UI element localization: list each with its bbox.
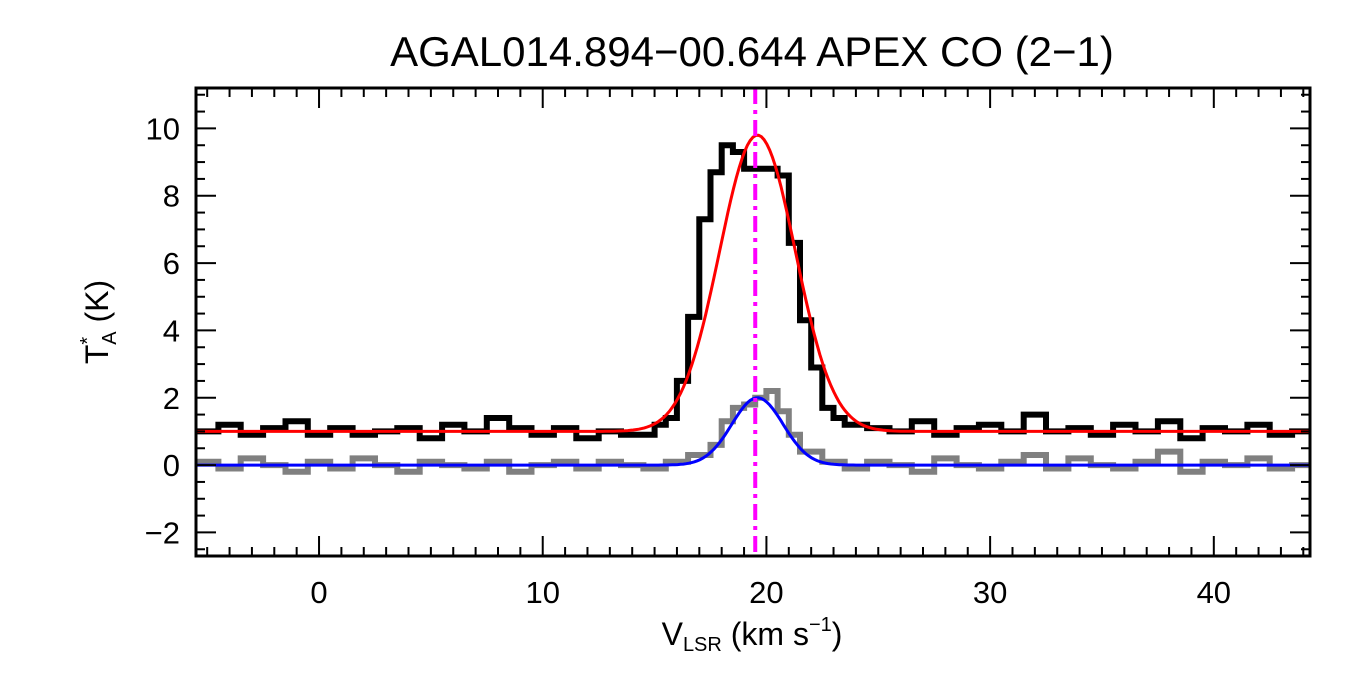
chart-title: AGAL014.894−00.644 APEX CO (2−1)	[390, 28, 1114, 75]
y-tick-label: 8	[163, 179, 180, 214]
y-tick-label: 6	[163, 246, 180, 281]
x-tick-label: 0	[310, 575, 327, 610]
y-tick-label: −2	[145, 515, 180, 550]
y-tick-label: 0	[163, 448, 180, 483]
y-tick-label: 10	[146, 111, 180, 146]
y-tick-label: 4	[163, 313, 180, 348]
gaussian-fit-3	[196, 396, 1310, 467]
y-tick-label: 2	[163, 381, 180, 416]
x-tick-label: 40	[1197, 575, 1231, 610]
spectrum-series-0	[196, 142, 1310, 442]
plot-frame	[194, 86, 1312, 558]
x-tick-label: 20	[749, 575, 783, 610]
y-axis-label: T*A (K)	[77, 280, 121, 364]
x-tick-label: 10	[525, 575, 559, 610]
x-axis-label: VLSR (km s−1)	[662, 614, 843, 656]
plot-area	[194, 86, 1312, 558]
x-tick-label: 30	[973, 575, 1007, 610]
gaussian-fit-2	[196, 133, 1310, 433]
